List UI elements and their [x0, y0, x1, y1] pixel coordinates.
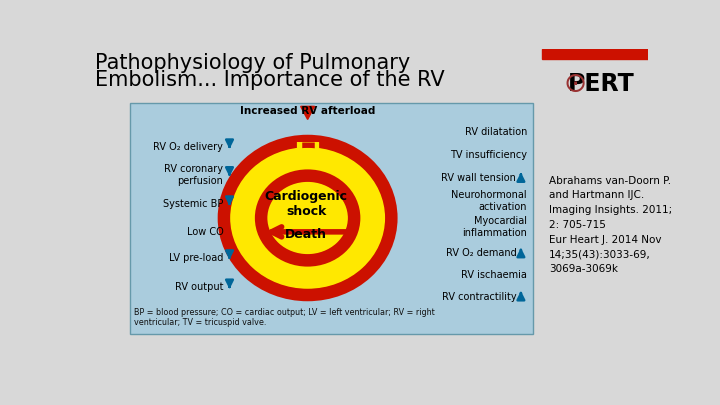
Text: Embolism... Importance of the RV: Embolism... Importance of the RV [94, 70, 444, 90]
Bar [542, 49, 648, 60]
Ellipse shape [231, 148, 384, 288]
Text: ⊙: ⊙ [564, 70, 587, 98]
Text: Systemic BP: Systemic BP [163, 199, 223, 209]
Text: PERT: PERT [568, 72, 635, 96]
Text: RV O₂ delivery: RV O₂ delivery [153, 142, 223, 152]
Text: RV O₂ demand: RV O₂ demand [446, 248, 516, 258]
Text: Death: Death [285, 228, 327, 241]
Text: Low CO: Low CO [186, 227, 223, 237]
Text: Neurohormonal
activation: Neurohormonal activation [451, 190, 527, 212]
Text: RV output: RV output [175, 282, 223, 292]
Text: RV coronary
perfusion: RV coronary perfusion [164, 164, 223, 185]
Text: TV insufficiency: TV insufficiency [450, 150, 527, 160]
Text: Increased RV afterload: Increased RV afterload [240, 106, 375, 115]
Bar [130, 102, 534, 333]
Text: Pathophysiology of Pulmonary: Pathophysiology of Pulmonary [94, 53, 410, 73]
Polygon shape [301, 107, 315, 119]
Text: RV wall tension: RV wall tension [441, 173, 516, 183]
Text: Abrahams van-Doorn P.
and Hartmann IJC.
Imaging Insights. 2011;
2: 705-715
Eur H: Abrahams van-Doorn P. and Hartmann IJC. … [549, 176, 672, 275]
Ellipse shape [268, 183, 347, 254]
Text: BP = blood pressure; CO = cardiac output; LV = left ventricular; RV = right
vent: BP = blood pressure; CO = cardiac output… [134, 308, 435, 327]
Text: RV dilatation: RV dilatation [464, 127, 527, 137]
Text: Myocardial
inflammation: Myocardial inflammation [462, 216, 527, 238]
Text: Cardiogenic
shock: Cardiogenic shock [264, 190, 348, 218]
Text: RV contractility: RV contractility [441, 292, 516, 302]
Text: LV pre-load: LV pre-load [169, 253, 223, 263]
Ellipse shape [224, 141, 392, 295]
Text: RV ischaemia: RV ischaemia [462, 270, 527, 280]
